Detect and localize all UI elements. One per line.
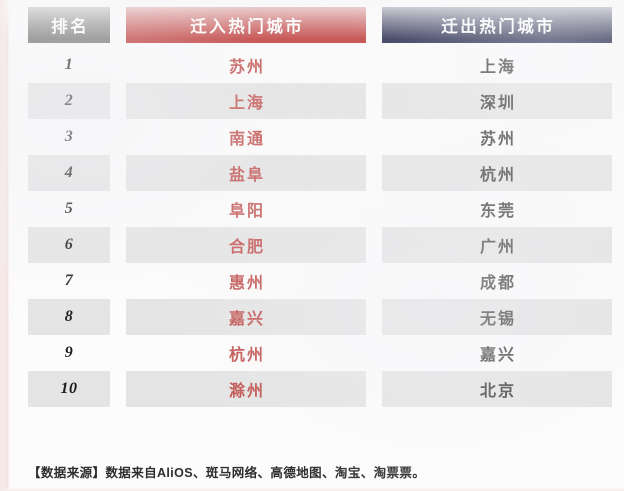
table-row: 7 惠州 成都	[0, 263, 624, 299]
column-header-rank: 排名	[28, 7, 110, 43]
cell-inflow-city: 合肥	[126, 227, 366, 263]
page-bottom-edge	[0, 487, 624, 491]
cell-outflow-city: 无锡	[382, 299, 612, 335]
table-row: 8 嘉兴 无锡	[0, 299, 624, 335]
cell-rank: 6	[28, 227, 110, 263]
cell-rank: 10	[28, 371, 110, 407]
cell-rank: 8	[28, 299, 110, 335]
cell-rank: 2	[28, 83, 110, 119]
cell-outflow-city: 苏州	[479, 131, 516, 148]
cell-inflow-city: 嘉兴	[126, 299, 366, 335]
cell-inflow-city: 惠州	[228, 275, 265, 292]
cell-rank: 5	[64, 200, 74, 217]
cell-inflow-city: 苏州	[228, 59, 265, 76]
cell-outflow-city: 东莞	[479, 203, 516, 220]
cell-inflow-city: 阜阳	[228, 203, 265, 220]
table-row: 6 合肥 广州	[0, 227, 624, 263]
table-row: 5 阜阳 东莞	[0, 191, 624, 227]
cell-inflow-city: 南通	[228, 131, 265, 148]
table-row: 2 上海 深圳	[0, 83, 624, 119]
cell-outflow-city: 深圳	[382, 83, 612, 119]
cell-inflow-city: 上海	[126, 83, 366, 119]
cell-outflow-city: 上海	[479, 59, 516, 76]
cell-rank: 1	[64, 56, 74, 73]
column-header-inflow-cities: 迁入热门城市	[126, 7, 366, 43]
cell-rank: 7	[64, 272, 74, 289]
column-header-outflow-cities: 迁出热门城市	[382, 7, 612, 43]
table-row: 10 滁州 北京	[0, 371, 624, 407]
table-row: 9 杭州 嘉兴	[0, 335, 624, 371]
cell-outflow-city: 嘉兴	[479, 347, 516, 364]
table-header-row: 排名 迁入热门城市 迁出热门城市	[0, 0, 624, 47]
cell-outflow-city: 北京	[382, 371, 612, 407]
data-source-note: 【数据来源】数据来自AliOS、斑马网络、高德地图、淘宝、淘票票。	[28, 466, 426, 480]
table-row: 3 南通 苏州	[0, 119, 624, 155]
table-row: 4 盐阜 杭州	[0, 155, 624, 191]
cell-outflow-city: 杭州	[382, 155, 612, 191]
cell-inflow-city: 滁州	[126, 371, 366, 407]
cell-outflow-city: 成都	[479, 275, 516, 292]
cell-outflow-city: 广州	[382, 227, 612, 263]
table-row: 1 苏州 上海	[0, 47, 624, 83]
cell-rank: 4	[28, 155, 110, 191]
footer: 【数据来源】数据来自AliOS、斑马网络、高德地图、淘宝、淘票票。	[0, 452, 624, 491]
cell-rank: 9	[64, 344, 74, 361]
cell-inflow-city: 盐阜	[126, 155, 366, 191]
page-left-edge	[0, 0, 9, 491]
cell-inflow-city: 杭州	[228, 347, 265, 364]
migration-ranking-table: 排名 迁入热门城市 迁出热门城市 1 苏州 上海 2 上海 深圳 3 南通 苏州…	[0, 0, 624, 407]
cell-rank: 3	[64, 128, 74, 145]
